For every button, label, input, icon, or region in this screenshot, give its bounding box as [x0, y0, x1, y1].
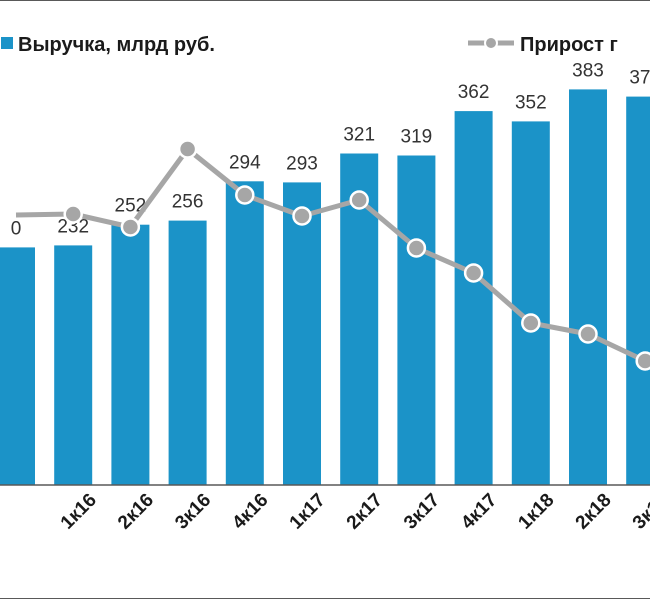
growth-point: [177, 139, 198, 159]
growth-point: [235, 185, 255, 205]
bar-3к18: [626, 96, 650, 485]
legend-line-marker: [484, 36, 498, 50]
bar-1к17: [283, 182, 321, 485]
bar-value-label: 294: [229, 152, 261, 173]
bar-series: [0, 89, 650, 486]
bar-4к17: [454, 111, 493, 485]
growth-point: [63, 204, 83, 224]
bar-4к15: [0, 247, 35, 485]
bar-data-labels: 0 232 252 256 294 293 321 319 362 352 383 376: [11, 60, 650, 239]
bar-value-label: 362: [458, 82, 490, 103]
growth-point: [578, 324, 598, 344]
growth-point: [349, 190, 369, 210]
bar-value-label: 232: [57, 216, 89, 237]
bar-value-label: 293: [286, 153, 318, 174]
growth-point: [521, 313, 541, 333]
growth-line-series: [15, 139, 650, 371]
legend-bar-label: Выручка, млрд руб.: [18, 34, 215, 56]
legend-bar-swatch: [1, 37, 13, 49]
bar-value-label: 0: [11, 218, 22, 239]
bar-value-label: 376: [629, 68, 650, 89]
legend-line-label: Прирост г: [520, 34, 618, 56]
bar-value-label: 252: [115, 196, 147, 217]
bar-value-label: 383: [572, 60, 604, 81]
growth-point: [406, 238, 427, 258]
bar-1к16: [54, 245, 93, 485]
bar-3к16: [168, 220, 207, 485]
bar-2к18: [569, 89, 607, 486]
bar-value-label: 321: [343, 125, 375, 146]
bar-value-label: 352: [515, 92, 547, 113]
growth-point: [463, 263, 484, 283]
bar-4к16: [225, 181, 264, 486]
bar-3к17: [397, 155, 436, 485]
growth-point: [635, 351, 650, 371]
legend: Выручка, млрд руб. Прирост г: [1, 34, 618, 56]
bar-value-label: 319: [401, 127, 433, 148]
bar-value-label: 256: [172, 192, 204, 213]
bar-1к18: [511, 121, 550, 486]
growth-point: [292, 206, 312, 226]
growth-point: [120, 217, 141, 237]
bar-2к16: [111, 224, 150, 485]
